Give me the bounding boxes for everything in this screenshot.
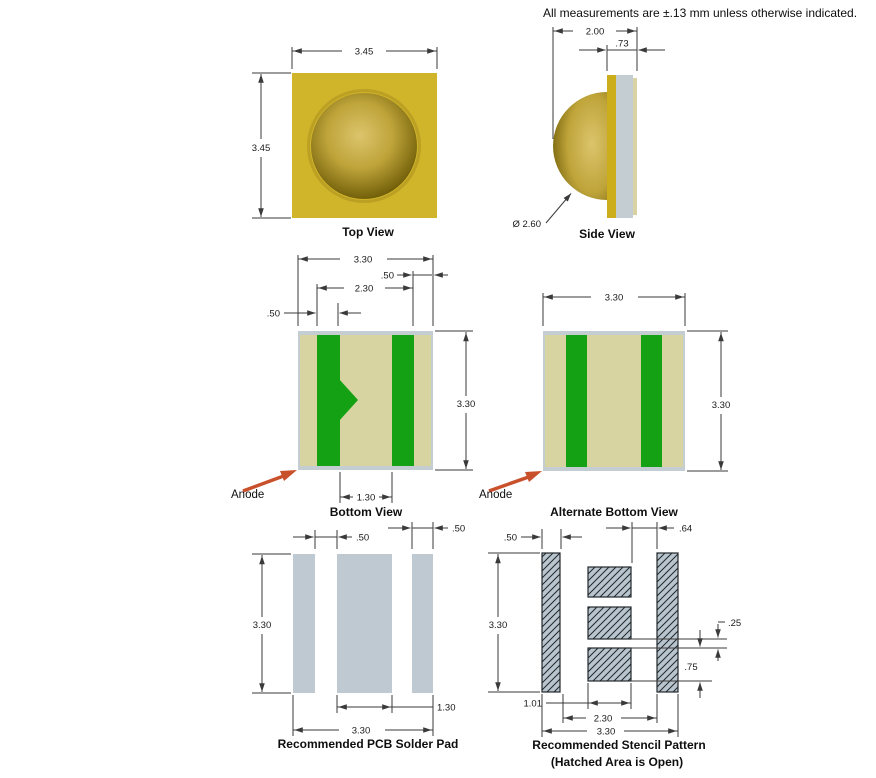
stencil-aperture-2 <box>587 606 632 640</box>
bv-pad-right <box>392 335 414 466</box>
abv-pad-right <box>641 335 662 467</box>
stencil-bar-right <box>656 552 679 693</box>
dim-bv-pad-gap: 1.30 <box>339 472 393 504</box>
dim-bv-width: 3.30 <box>297 255 434 326</box>
svg-text:3.30: 3.30 <box>597 727 616 738</box>
dim-stencil-center-width: 1.01 <box>524 683 632 710</box>
dim-stencil-bar-width: .50 <box>504 529 582 549</box>
side-view-caption: Side View <box>579 227 635 241</box>
dim-pcb-gap: .50 <box>293 530 369 549</box>
top-view-dome <box>311 93 417 199</box>
dim-pcb-width: 3.30 <box>292 695 434 737</box>
svg-text:3.30: 3.30 <box>605 293 624 304</box>
dim-stencil-inner-span: 2.30 <box>562 694 658 725</box>
svg-text:3.30: 3.30 <box>489 620 508 631</box>
pcb-pad-caption: Recommended PCB Solder Pad <box>278 737 459 751</box>
side-view-dome <box>553 92 607 200</box>
svg-text:2.30: 2.30 <box>594 714 613 725</box>
side-body-yellow <box>607 75 616 218</box>
bv-pad-left <box>317 335 340 466</box>
dim-abv-width: 3.30 <box>542 293 686 326</box>
top-view: 3.45 3.45 Top View <box>252 47 438 239</box>
svg-text:.75: .75 <box>684 662 697 673</box>
svg-text:3.30: 3.30 <box>354 255 373 266</box>
stencil-bar-left <box>541 552 561 693</box>
tolerance-note: All measurements are ±.13 mm unless othe… <box>543 6 857 20</box>
pcb-pad-left <box>293 554 315 693</box>
svg-text:3.30: 3.30 <box>712 400 731 411</box>
dim-abv-height: 3.30 <box>687 330 731 472</box>
dim-stencil-slot-gap: .25 <box>631 618 741 661</box>
dim-bv-edge-margin: .50 <box>381 271 448 282</box>
dim-side-depth: 2.00 <box>552 27 638 139</box>
svg-text:.50: .50 <box>504 533 517 544</box>
anode-arrow-head <box>525 471 542 482</box>
dim-stencil-slot-height: .75 <box>631 630 712 698</box>
dome-diameter-callout: Ø 2.60 <box>512 193 572 230</box>
pcb-pad-center <box>337 554 392 693</box>
top-view-caption: Top View <box>342 225 394 239</box>
abv-anode-callout: Anode <box>479 471 542 501</box>
svg-text:1.01: 1.01 <box>524 699 543 710</box>
abv-pad-left <box>566 335 587 467</box>
svg-text:.64: .64 <box>679 524 692 535</box>
svg-text:3.30: 3.30 <box>253 620 272 631</box>
anode-arrow-shaft <box>242 473 286 493</box>
svg-text:.50: .50 <box>267 309 280 320</box>
dim-bv-height: 3.30 <box>435 330 476 471</box>
pcb-pad-right <box>412 554 433 693</box>
bottom-view: 3.30 .50 2.30 .50 3.30 <box>231 255 475 520</box>
svg-text:1.30: 1.30 <box>437 703 456 714</box>
pcb-pad-view: .50 .50 3.30 1.30 3.30 Recommended PCB S… <box>252 522 465 751</box>
anode-label: Anode <box>231 489 264 501</box>
svg-text:2.00: 2.00 <box>586 27 605 38</box>
dim-bv-pad-width: .50 <box>267 303 361 326</box>
dim-side-substrate: .73 <box>579 39 665 71</box>
side-substrate <box>616 75 633 218</box>
svg-text:.50: .50 <box>452 524 465 535</box>
dim-pcb-center-width: 1.30 <box>336 695 456 714</box>
svg-text:Ø 2.60: Ø 2.60 <box>512 219 541 230</box>
dim-stencil-width: 3.30 <box>541 694 679 738</box>
svg-text:.25: .25 <box>728 618 741 629</box>
side-view: 2.00 .73 Ø 2.60 Side View <box>512 27 665 241</box>
abv-package-body <box>545 335 683 467</box>
stencil-aperture-1 <box>587 566 632 598</box>
bv-anode-notch <box>339 379 358 421</box>
anode-arrow-head <box>280 470 297 481</box>
side-edge-strip <box>633 78 637 215</box>
bottom-view-caption: Bottom View <box>330 505 403 519</box>
svg-text:.73: .73 <box>615 39 628 50</box>
alt-bottom-view-caption: Alternate Bottom View <box>550 505 678 519</box>
dim-bv-pad-span: 2.30 <box>316 271 414 326</box>
dim-pcb-height: 3.30 <box>252 553 291 694</box>
svg-text:3.30: 3.30 <box>457 399 476 410</box>
alt-bottom-view: 3.30 3.30 Anode Alternate Bottom View <box>479 293 730 520</box>
bv-anode-callout: Anode <box>231 470 297 501</box>
stencil-view: .50 .64 3.30 .25 .75 <box>488 522 741 769</box>
svg-text:3.45: 3.45 <box>252 143 271 154</box>
dim-pcb-pad-width: .50 <box>388 522 465 549</box>
stencil-caption: Recommended Stencil Pattern <box>532 738 705 752</box>
svg-text:3.45: 3.45 <box>355 47 374 58</box>
dim-stencil-height: 3.30 <box>488 552 540 693</box>
svg-text:.50: .50 <box>356 533 369 544</box>
svg-text:2.30: 2.30 <box>355 284 374 295</box>
dim-top-width: 3.45 <box>291 47 438 69</box>
svg-text:1.30: 1.30 <box>357 493 376 504</box>
svg-text:.50: .50 <box>381 271 394 282</box>
dim-stencil-right-gap: .64 <box>606 522 692 563</box>
dome-shadow-ring <box>307 89 421 203</box>
stencil-caption-note: (Hatched Area is Open) <box>551 755 683 769</box>
dim-top-height: 3.45 <box>252 72 291 219</box>
anode-label: Anode <box>479 489 512 501</box>
anode-arrow-shaft <box>488 474 531 493</box>
stencil-aperture-3 <box>587 647 632 682</box>
svg-text:3.30: 3.30 <box>352 726 371 737</box>
